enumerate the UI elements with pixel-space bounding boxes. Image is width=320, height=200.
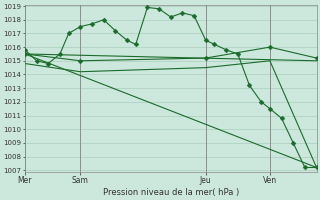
X-axis label: Pression niveau de la mer( hPa ): Pression niveau de la mer( hPa ) xyxy=(103,188,239,197)
